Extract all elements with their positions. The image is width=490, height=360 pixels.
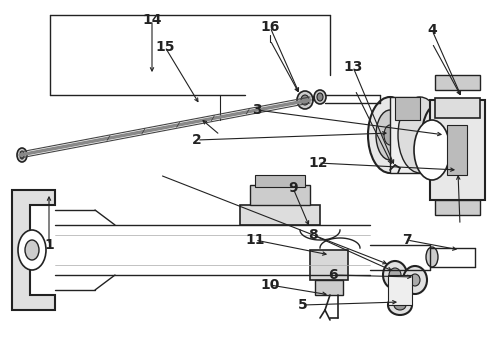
- Ellipse shape: [376, 110, 404, 160]
- Bar: [390, 97, 420, 173]
- Ellipse shape: [18, 230, 46, 270]
- Bar: [310, 250, 348, 280]
- Bar: [435, 75, 480, 90]
- Polygon shape: [395, 97, 420, 120]
- Bar: [430, 100, 485, 200]
- Ellipse shape: [414, 120, 450, 180]
- Ellipse shape: [435, 126, 445, 144]
- Ellipse shape: [398, 97, 442, 173]
- Text: 4: 4: [427, 23, 437, 37]
- Text: 6: 6: [328, 268, 338, 282]
- Text: 5: 5: [298, 298, 308, 312]
- Ellipse shape: [314, 90, 326, 104]
- Bar: [447, 125, 467, 175]
- Bar: [315, 280, 343, 295]
- Ellipse shape: [301, 95, 309, 105]
- Ellipse shape: [394, 300, 406, 310]
- Ellipse shape: [389, 268, 401, 282]
- Bar: [240, 205, 320, 225]
- Text: 9: 9: [288, 181, 298, 195]
- Bar: [435, 200, 480, 215]
- Ellipse shape: [384, 125, 396, 145]
- Ellipse shape: [297, 91, 313, 109]
- Text: 13: 13: [343, 60, 363, 74]
- Ellipse shape: [368, 97, 412, 173]
- Ellipse shape: [410, 274, 420, 286]
- Ellipse shape: [430, 117, 450, 153]
- Bar: [255, 175, 305, 187]
- Ellipse shape: [422, 103, 458, 167]
- Text: 3: 3: [252, 103, 262, 117]
- Ellipse shape: [388, 295, 412, 315]
- Ellipse shape: [453, 147, 463, 163]
- Ellipse shape: [20, 151, 24, 159]
- Bar: [435, 98, 480, 118]
- Text: 8: 8: [308, 228, 318, 242]
- Ellipse shape: [426, 247, 438, 267]
- Text: 7: 7: [402, 233, 412, 247]
- Ellipse shape: [25, 240, 39, 260]
- Text: 15: 15: [155, 40, 175, 54]
- Text: 1: 1: [44, 238, 54, 252]
- Text: 2: 2: [192, 133, 202, 147]
- Ellipse shape: [317, 93, 323, 101]
- Text: 10: 10: [260, 278, 280, 292]
- Text: 14: 14: [142, 13, 162, 27]
- Polygon shape: [12, 190, 55, 310]
- Text: 11: 11: [245, 233, 265, 247]
- Bar: [250, 185, 310, 205]
- Text: 16: 16: [260, 20, 280, 34]
- Ellipse shape: [448, 139, 468, 171]
- Ellipse shape: [17, 148, 27, 162]
- Ellipse shape: [383, 261, 407, 289]
- Text: 12: 12: [308, 156, 328, 170]
- Ellipse shape: [403, 266, 427, 294]
- Bar: [388, 275, 412, 305]
